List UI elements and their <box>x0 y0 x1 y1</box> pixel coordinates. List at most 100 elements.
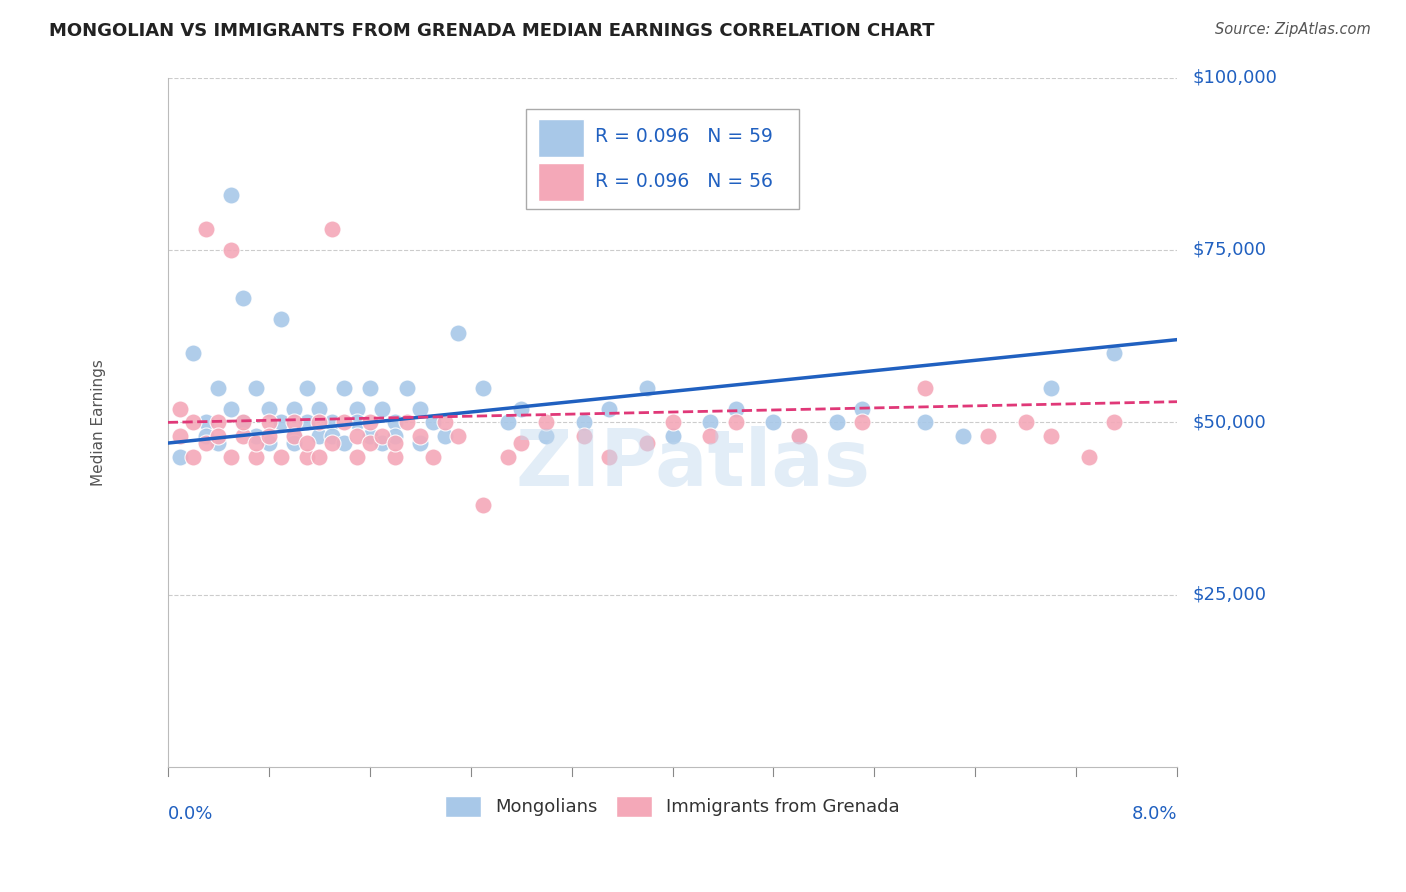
Point <box>169 429 191 443</box>
Point <box>422 450 444 464</box>
Point <box>194 222 217 236</box>
Point <box>283 436 305 450</box>
Point <box>321 222 343 236</box>
Point <box>396 416 419 430</box>
Point <box>283 416 305 430</box>
FancyBboxPatch shape <box>526 109 799 209</box>
Point <box>194 429 217 443</box>
Point <box>270 416 292 430</box>
Point <box>308 429 330 443</box>
Point <box>207 436 229 450</box>
Point <box>661 429 683 443</box>
Point <box>181 346 204 360</box>
Point <box>232 291 254 305</box>
Point <box>194 416 217 430</box>
Text: 8.0%: 8.0% <box>1132 805 1177 823</box>
Text: MONGOLIAN VS IMMIGRANTS FROM GRENADA MEDIAN EARNINGS CORRELATION CHART: MONGOLIAN VS IMMIGRANTS FROM GRENADA MED… <box>49 22 935 40</box>
Point <box>952 429 974 443</box>
Point <box>308 416 330 430</box>
Point <box>762 416 785 430</box>
Point <box>169 450 191 464</box>
Point <box>321 416 343 430</box>
Legend: Mongolians, Immigrants from Grenada: Mongolians, Immigrants from Grenada <box>437 789 907 823</box>
Point <box>295 416 318 430</box>
Point <box>699 429 721 443</box>
Text: 0.0%: 0.0% <box>167 805 214 823</box>
Text: Source: ZipAtlas.com: Source: ZipAtlas.com <box>1215 22 1371 37</box>
Text: $75,000: $75,000 <box>1192 241 1267 259</box>
Point <box>257 429 280 443</box>
Point <box>232 416 254 430</box>
Text: Median Earnings: Median Earnings <box>91 359 105 486</box>
Point <box>371 401 394 416</box>
Point <box>1040 381 1063 395</box>
Point <box>787 429 810 443</box>
Point <box>724 416 747 430</box>
Point <box>359 381 381 395</box>
Point <box>1102 416 1125 430</box>
Point <box>207 429 229 443</box>
Point <box>346 416 368 430</box>
Point <box>825 416 848 430</box>
Point <box>359 416 381 430</box>
Point <box>384 436 406 450</box>
Point <box>536 429 558 443</box>
Point <box>422 416 444 430</box>
Point <box>245 429 267 443</box>
Text: R = 0.096   N = 56: R = 0.096 N = 56 <box>595 172 773 191</box>
Point <box>308 401 330 416</box>
Point <box>498 450 520 464</box>
Text: ZIPatlas: ZIPatlas <box>515 425 870 502</box>
Point <box>1015 416 1038 430</box>
Point <box>245 450 267 464</box>
Point <box>409 436 432 450</box>
Point <box>371 436 394 450</box>
Point <box>194 436 217 450</box>
Point <box>1102 346 1125 360</box>
Point <box>434 429 457 443</box>
Point <box>851 416 873 430</box>
Point <box>346 429 368 443</box>
Point <box>295 450 318 464</box>
Point <box>598 450 620 464</box>
Text: $25,000: $25,000 <box>1192 586 1267 604</box>
Point <box>283 429 305 443</box>
Point <box>219 243 242 257</box>
Point <box>283 401 305 416</box>
Point <box>257 401 280 416</box>
Point <box>434 416 457 430</box>
Text: R = 0.096   N = 59: R = 0.096 N = 59 <box>595 127 773 146</box>
Point <box>1078 450 1101 464</box>
Point <box>409 401 432 416</box>
Point <box>914 381 936 395</box>
Point <box>207 416 229 430</box>
Point <box>232 429 254 443</box>
Point <box>636 381 658 395</box>
Point <box>257 436 280 450</box>
Point <box>346 401 368 416</box>
Text: $100,000: $100,000 <box>1192 69 1277 87</box>
Point <box>257 416 280 430</box>
Bar <box>538 119 583 157</box>
Point <box>181 450 204 464</box>
Point <box>245 381 267 395</box>
Point <box>219 401 242 416</box>
Point <box>181 416 204 430</box>
Point <box>169 401 191 416</box>
Point <box>572 429 595 443</box>
Point <box>447 429 470 443</box>
Point <box>283 429 305 443</box>
Point <box>598 401 620 416</box>
Text: $50,000: $50,000 <box>1192 413 1267 432</box>
Point <box>333 381 356 395</box>
Point <box>447 326 470 340</box>
Point <box>472 381 495 395</box>
Point <box>1040 429 1063 443</box>
Point <box>207 381 229 395</box>
Point <box>510 401 533 416</box>
Point <box>321 436 343 450</box>
Point <box>219 187 242 202</box>
Point <box>572 416 595 430</box>
Point <box>851 401 873 416</box>
Point <box>333 436 356 450</box>
